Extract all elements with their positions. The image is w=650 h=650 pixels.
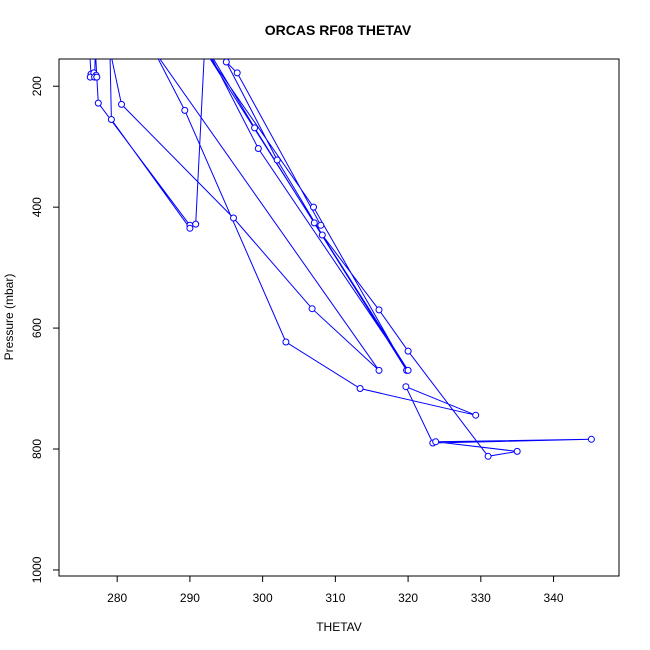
series-layer xyxy=(86,41,595,460)
x-tick-label: 340 xyxy=(544,591,564,605)
x-tick-label: 280 xyxy=(107,591,127,605)
data-point xyxy=(118,100,125,108)
data-point xyxy=(92,47,98,53)
data-point xyxy=(317,221,325,229)
data-point xyxy=(202,47,208,53)
data-point xyxy=(356,385,364,392)
data-point xyxy=(202,41,208,47)
data-point xyxy=(513,447,521,455)
data-point xyxy=(87,47,93,53)
data-point xyxy=(310,219,318,227)
data-point xyxy=(251,124,259,132)
x-tick-label: 310 xyxy=(325,591,345,605)
y-tick-label: 400 xyxy=(30,197,44,217)
data-point xyxy=(310,203,317,211)
series-line xyxy=(89,59,592,457)
data-point xyxy=(94,99,102,107)
data-point xyxy=(404,366,412,374)
y-axis-label: Pressure (mbar) xyxy=(2,274,16,361)
data-point xyxy=(107,47,113,53)
x-tick-label: 290 xyxy=(180,591,200,605)
data-point xyxy=(233,69,241,77)
data-point xyxy=(93,73,101,81)
chart-title: ORCAS RF08 THETAV xyxy=(265,22,412,38)
data-point xyxy=(402,383,410,391)
x-tick-label: 330 xyxy=(471,591,491,605)
x-tick-label: 320 xyxy=(398,591,418,605)
x-tick-label: 300 xyxy=(253,591,273,605)
y-tick-label: 800 xyxy=(30,439,44,459)
y-tick-label: 200 xyxy=(30,76,44,96)
data-point xyxy=(181,106,189,114)
x-axis: 280 290 300 310 320 330 340 xyxy=(107,576,564,605)
y-tick-label: 600 xyxy=(30,318,44,338)
data-point xyxy=(308,305,316,313)
y-tick-label: 1000 xyxy=(30,556,44,583)
data-point xyxy=(404,347,412,355)
data-point xyxy=(375,366,383,374)
x-axis-label: THETAV xyxy=(316,620,362,634)
data-point xyxy=(472,411,480,419)
data-point xyxy=(273,156,281,164)
data-point xyxy=(230,214,237,222)
data-point xyxy=(107,116,115,123)
data-point xyxy=(484,452,492,460)
data-point xyxy=(587,435,595,443)
data-point xyxy=(202,47,208,53)
data-point xyxy=(375,306,383,314)
y-axis: 200 400 600 800 1000 xyxy=(30,76,59,583)
data-point xyxy=(186,224,194,232)
data-point xyxy=(192,220,200,228)
plot-frame xyxy=(58,58,620,577)
data-point xyxy=(254,145,262,152)
data-point xyxy=(222,59,230,66)
data-point xyxy=(318,231,326,239)
data-point xyxy=(151,47,157,53)
data-point xyxy=(432,438,440,446)
data-point xyxy=(282,338,290,346)
